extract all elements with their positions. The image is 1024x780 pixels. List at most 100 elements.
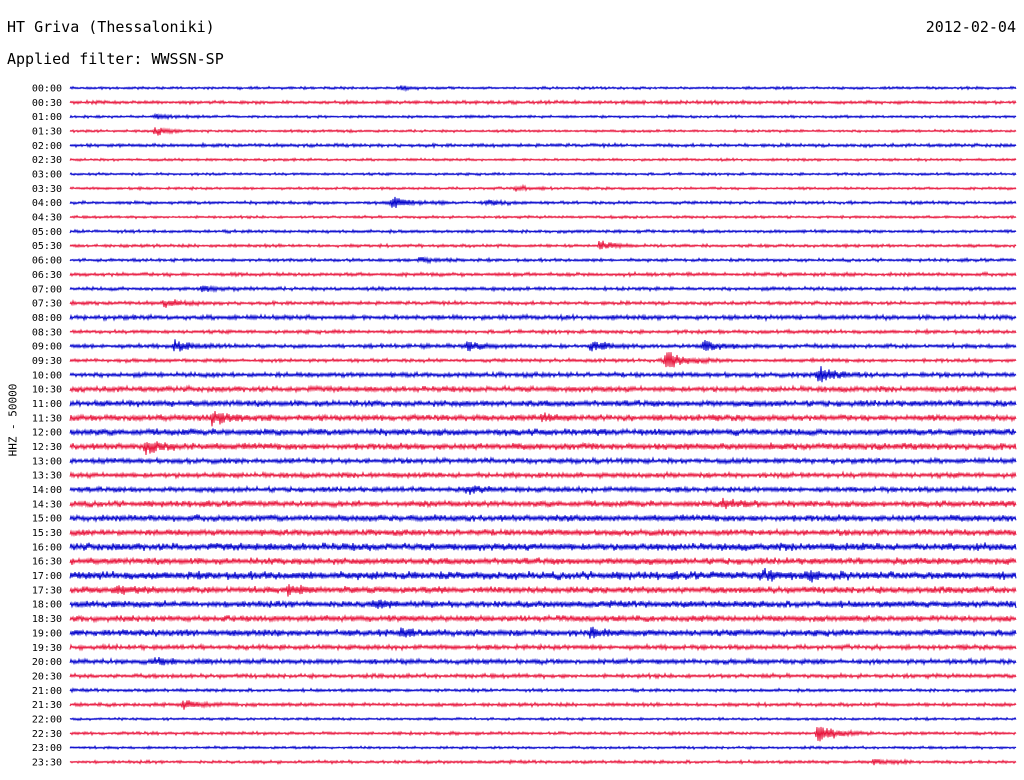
trace-line xyxy=(69,626,1017,639)
trace-line xyxy=(69,716,1017,722)
row-label: 11:30 xyxy=(32,413,62,424)
trace-line xyxy=(69,700,1017,710)
row-label: 08:30 xyxy=(32,327,62,338)
row-label: 02:00 xyxy=(32,141,62,152)
trace-line xyxy=(69,98,1017,106)
row-label: 01:00 xyxy=(32,112,62,123)
trace-line xyxy=(69,256,1017,265)
row-label: 15:00 xyxy=(32,514,62,525)
trace-line xyxy=(69,112,1017,121)
trace-line xyxy=(69,427,1017,437)
row-label: 10:00 xyxy=(32,370,62,381)
trace-line xyxy=(69,196,1017,208)
trace-line xyxy=(69,298,1017,308)
row-label: 04:00 xyxy=(32,198,62,209)
row-label: 05:00 xyxy=(32,227,62,238)
trace-line xyxy=(69,456,1017,466)
trace-line xyxy=(69,270,1017,279)
trace-line xyxy=(69,513,1017,523)
station-title: HT Griva (Thessaloniki) xyxy=(7,18,215,36)
trace-line xyxy=(69,327,1017,336)
trace-line xyxy=(69,366,1017,383)
record-date: 2012-02-04 xyxy=(925,18,1016,36)
row-label: 22:00 xyxy=(32,714,62,725)
row-label: 17:30 xyxy=(32,585,62,596)
row-label: 05:30 xyxy=(32,241,62,252)
trace-line xyxy=(69,642,1017,652)
trace-line xyxy=(69,497,1017,510)
trace-line xyxy=(69,127,1017,136)
row-label: 07:00 xyxy=(32,284,62,295)
row-label: 03:30 xyxy=(32,184,62,195)
row-label: 20:00 xyxy=(32,657,62,668)
trace-line xyxy=(69,527,1017,538)
trace-line xyxy=(69,141,1017,150)
row-label: 14:00 xyxy=(32,485,62,496)
row-label: 12:00 xyxy=(32,428,62,439)
trace-line xyxy=(69,352,1017,368)
trace-line xyxy=(69,411,1017,427)
trace-line xyxy=(69,657,1017,667)
trace-line xyxy=(69,240,1017,250)
row-label: 20:30 xyxy=(32,671,62,682)
row-label: 21:00 xyxy=(32,686,62,697)
row-label: 15:30 xyxy=(32,528,62,539)
row-label: 18:30 xyxy=(32,614,62,625)
trace-line xyxy=(69,157,1017,163)
row-label: 23:30 xyxy=(32,757,62,768)
row-label: 00:30 xyxy=(32,98,62,109)
row-label: 09:30 xyxy=(32,356,62,367)
trace-line xyxy=(69,744,1017,751)
trace-line xyxy=(69,470,1017,480)
row-label: 16:00 xyxy=(32,542,62,553)
row-label: 09:00 xyxy=(32,342,62,353)
row-label: 04:30 xyxy=(32,213,62,224)
trace-line xyxy=(69,584,1017,597)
trace-line xyxy=(69,441,1017,455)
trace-line xyxy=(69,556,1017,567)
row-label: 16:30 xyxy=(32,557,62,568)
applied-filter: Applied filter: WWSSN-SP xyxy=(7,50,224,68)
row-label: 14:30 xyxy=(32,499,62,510)
trace-line xyxy=(69,758,1017,766)
trace-line xyxy=(69,687,1017,694)
row-label: 06:00 xyxy=(32,256,62,267)
trace-line xyxy=(69,214,1017,220)
row-label: 00:00 xyxy=(32,84,62,95)
row-label: 06:30 xyxy=(32,270,62,281)
row-label: 23:00 xyxy=(32,743,62,754)
row-label: 18:00 xyxy=(32,600,62,611)
row-label: 01:30 xyxy=(32,127,62,138)
trace-line xyxy=(69,183,1017,193)
row-label: 02:30 xyxy=(32,155,62,166)
row-label: 13:30 xyxy=(32,471,62,482)
trace-line xyxy=(69,228,1017,235)
row-label: 11:00 xyxy=(32,399,62,410)
trace-line xyxy=(69,484,1017,495)
trace-line xyxy=(69,171,1017,177)
row-label: 22:30 xyxy=(32,729,62,740)
trace-line xyxy=(69,613,1017,624)
row-label: 12:30 xyxy=(32,442,62,453)
row-label: 19:00 xyxy=(32,628,62,639)
row-label: 10:30 xyxy=(32,385,62,396)
trace-line xyxy=(69,85,1017,92)
row-label: 13:00 xyxy=(32,456,62,467)
row-label: 19:30 xyxy=(32,643,62,654)
trace-line xyxy=(69,567,1017,583)
trace-line xyxy=(69,313,1017,323)
row-label: 21:30 xyxy=(32,700,62,711)
trace-line xyxy=(69,339,1017,352)
trace-line xyxy=(69,726,1017,742)
trace-line xyxy=(69,671,1017,681)
trace-line xyxy=(69,542,1017,552)
trace-line xyxy=(69,384,1017,394)
row-label: 17:00 xyxy=(32,571,62,582)
row-label: 08:00 xyxy=(32,313,62,324)
trace-line xyxy=(69,284,1017,293)
trace-line xyxy=(69,599,1017,609)
row-label: 07:30 xyxy=(32,299,62,310)
trace-line xyxy=(69,398,1017,409)
row-label: 03:00 xyxy=(32,170,62,181)
